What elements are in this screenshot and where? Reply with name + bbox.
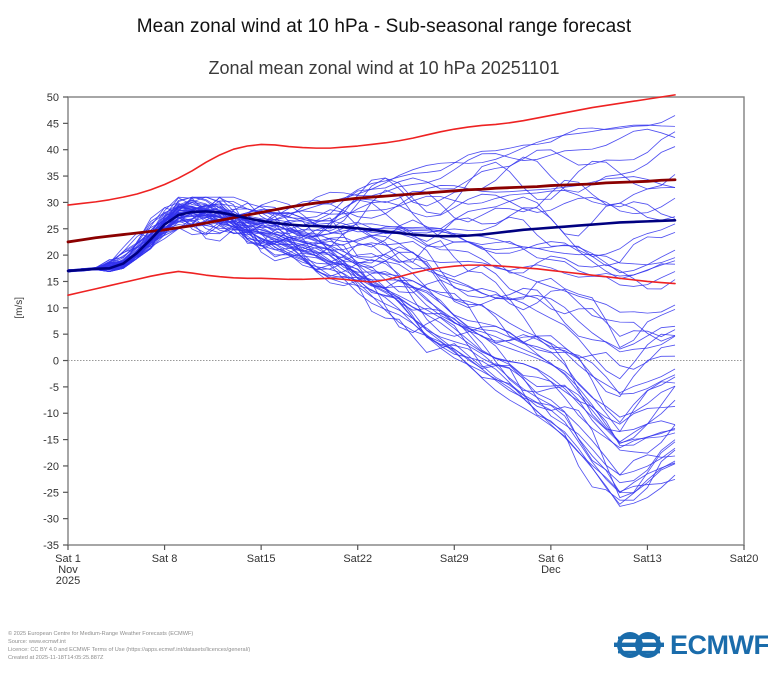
y-tick-label: 50 <box>47 92 59 104</box>
footer-credits: © 2025 European Centre for Medium-Range … <box>8 630 488 662</box>
x-tick-year: 2025 <box>56 575 80 587</box>
ensemble-member-line <box>67 209 676 433</box>
plot-frame <box>67 96 745 546</box>
ensemble-member-line <box>67 201 676 272</box>
x-tick-label: Sat 6 <box>538 553 564 565</box>
ensemble-member-line <box>67 211 676 494</box>
y-tick-label: 25 <box>47 224 59 236</box>
ecmwf-globe-icon <box>614 632 664 658</box>
x-tick-label: Sat22 <box>343 553 372 565</box>
ensemble-member-line <box>67 196 676 444</box>
y-tick-label: -5 <box>49 382 59 394</box>
ensemble-member-line <box>67 215 676 494</box>
ensemble-member-line <box>67 205 676 493</box>
y-tick-label: -30 <box>43 514 59 526</box>
ensemble-member-line <box>67 204 676 454</box>
x-tick-label: Sat15 <box>247 553 276 565</box>
series-line <box>67 94 676 206</box>
ensemble-member-line <box>67 196 676 342</box>
ensemble-member-line <box>67 209 676 449</box>
series-line <box>66 210 677 273</box>
y-tick-label: 15 <box>47 276 59 288</box>
ensemble-member-line <box>67 207 676 476</box>
ensemble-member-line <box>67 205 676 277</box>
x-tick-month: Dec <box>541 564 561 576</box>
ensemble-member-line <box>67 209 676 418</box>
x-tick-label: Sat 8 <box>152 553 178 565</box>
ensemble-member-line <box>67 205 676 290</box>
y-tick-label: 30 <box>47 197 59 209</box>
page-title: Mean zonal wind at 10 hPa - Sub-seasonal… <box>136 16 632 37</box>
x-tick-month: Nov <box>58 564 78 576</box>
y-tick-label: -35 <box>43 540 59 552</box>
y-tick-label: 5 <box>53 329 59 341</box>
y-tick-label: 45 <box>47 118 59 130</box>
y-tick-label: 10 <box>47 303 59 315</box>
footer-licence: Licence: CC BY 4.0 and ECMWF Terms of Us… <box>8 647 251 654</box>
ensemble-member-line <box>67 115 676 272</box>
y-axis-label: [m/s] <box>14 297 25 319</box>
y-axis-unit-label: [m/s] <box>14 297 25 319</box>
footer-source: Source: www.ecmwf.int <box>8 639 66 646</box>
x-tick-label: Sat29 <box>440 553 469 565</box>
ecmwf-logo: ECMWF <box>612 629 768 663</box>
y-tick-label: -20 <box>43 461 59 473</box>
chart-svg: 50454035302520151050-5-10-15-20-25-30-35… <box>14 92 758 587</box>
ensemble-member-lines <box>67 115 676 507</box>
y-tick-label: 20 <box>47 250 59 262</box>
footer-copyright: © 2025 European Centre for Medium-Range … <box>8 631 194 637</box>
footer-created: Created at 2025-11-18T14:05:25.887Z <box>8 655 104 662</box>
chart-title: Zonal mean zonal wind at 10 hPa 20251101 <box>208 58 560 78</box>
x-tick-label: Sat 1 <box>55 553 81 565</box>
x-tick-label: Sat20 <box>730 553 759 565</box>
ensemble-member-line <box>67 189 676 272</box>
y-tick-label: 40 <box>47 145 59 157</box>
ensemble-member-line <box>67 160 676 272</box>
chart-plot-area: 50 45 40 35 30 25 20 15 10 5 0 -5 -10 -15 -20 -25 -30 -35… <box>14 92 758 587</box>
y-tick-label: 35 <box>47 171 59 183</box>
series-line <box>66 178 677 244</box>
y-tick-label: 0 <box>53 356 59 368</box>
x-tick-label: Sat13 <box>633 553 662 565</box>
ensemble-member-line <box>67 146 676 272</box>
y-tick-label: -10 <box>43 408 59 420</box>
ensemble-member-line <box>67 131 676 271</box>
series-line <box>67 264 676 296</box>
y-tick-label: -15 <box>43 435 59 447</box>
highlight-series-lines <box>66 94 677 296</box>
y-tick-label: -25 <box>43 487 59 499</box>
ensemble-member-line <box>67 196 676 443</box>
ensemble-member-line <box>67 197 676 349</box>
ecmwf-logo-text: ECMWF <box>670 630 768 660</box>
ensemble-member-line <box>67 196 676 370</box>
